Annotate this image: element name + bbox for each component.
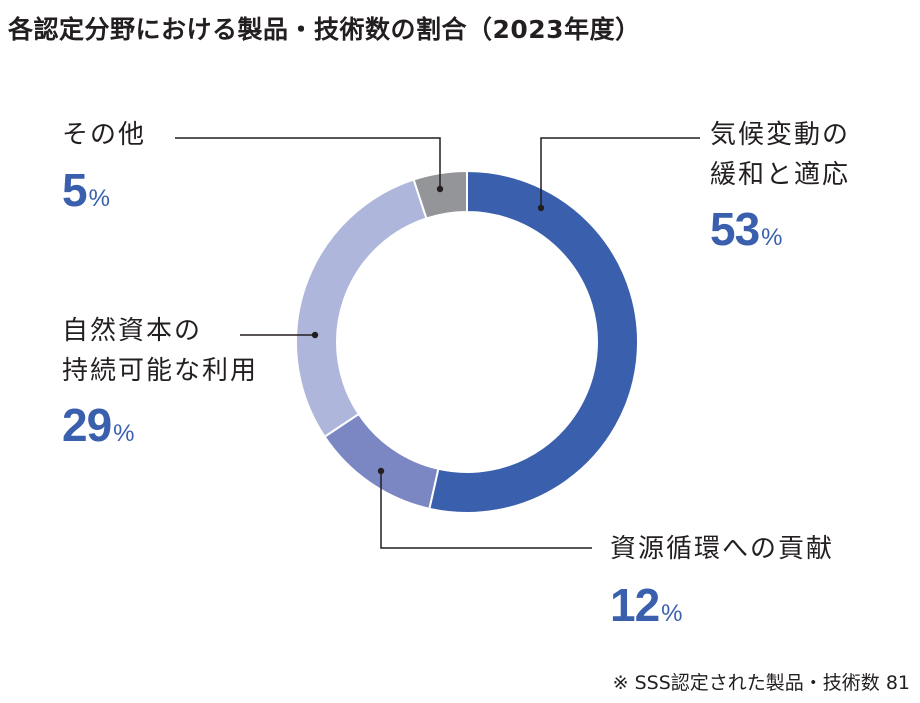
- label-climate-line1: 気候変動の: [710, 120, 851, 150]
- footnote: ※ SSS認定された製品・技術数 81: [612, 672, 910, 694]
- leader-dot-climate: [537, 204, 545, 212]
- percent-climate-unit: %: [761, 224, 783, 251]
- percent-climate: 53%: [710, 202, 783, 256]
- percent-resource-value: 12: [610, 579, 660, 631]
- leader-dot-resource: [377, 467, 385, 475]
- percent-nature-unit: %: [113, 420, 135, 447]
- label-resource: 資源循環への貢献: [610, 534, 835, 564]
- leader-line-climate: [540, 137, 700, 208]
- leader-dot-other: [436, 185, 444, 193]
- label-climate-line2: 緩和と適応: [710, 160, 851, 190]
- label-other: その他: [62, 120, 147, 150]
- leader-line-resource: [380, 471, 592, 549]
- percent-nature-value: 29: [62, 399, 112, 451]
- slice-other: [412, 169, 468, 220]
- label-nature-line2: 持続可能な利用: [62, 356, 259, 386]
- leader-dots: [311, 185, 545, 475]
- leader-lines: [175, 137, 700, 549]
- slice-climate: [428, 169, 639, 514]
- leader-dot-nature: [311, 331, 319, 339]
- leader-line-other: [175, 137, 441, 189]
- percent-resource-unit: %: [661, 600, 683, 627]
- percent-climate-value: 53: [710, 203, 760, 255]
- percent-other-value: 5: [62, 164, 88, 216]
- percent-nature: 29%: [62, 398, 135, 452]
- slice-nature: [295, 178, 428, 439]
- donut-slices: [295, 169, 639, 514]
- percent-other-unit: %: [88, 185, 110, 212]
- label-nature-line1: 自然資本の: [62, 316, 203, 346]
- percent-other: 5%: [62, 163, 110, 217]
- chart-title: 各認定分野における製品・技術数の割合（2023年度）: [8, 15, 641, 44]
- percent-resource: 12%: [610, 578, 683, 632]
